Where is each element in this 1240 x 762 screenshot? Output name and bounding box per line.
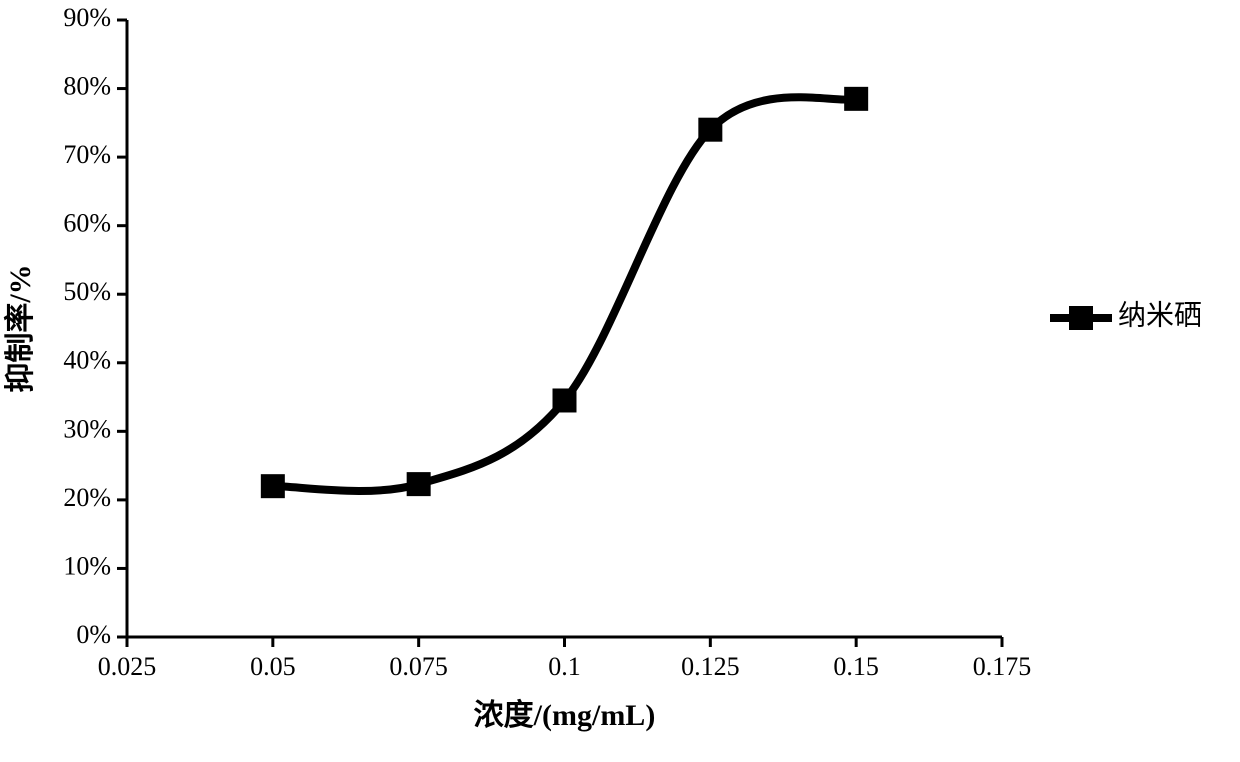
series-marker xyxy=(261,474,285,498)
y-tick-label: 10% xyxy=(63,551,111,580)
y-tick-label: 60% xyxy=(63,209,111,238)
x-axis-title: 浓度/(mg/mL) xyxy=(474,699,656,732)
legend-marker xyxy=(1069,306,1093,330)
series-marker xyxy=(407,472,431,496)
series-marker xyxy=(844,87,868,111)
series-line xyxy=(273,97,856,491)
x-tick-label: 0.025 xyxy=(98,652,157,681)
chart-container: 0% 10% 20% 30% 40% 50% 60% 70% 80% 90% 0.025 0.05 0.… xyxy=(0,0,1240,762)
y-tick-label: 90% xyxy=(63,3,111,32)
chart-svg: 0% 10% 20% 30% 40% 50% 60% 70% 80% 90% 0.025 0.05 0.… xyxy=(0,0,1240,762)
y-tick-label: 40% xyxy=(63,346,111,375)
series-marker xyxy=(553,388,577,412)
x-tick-label: 0.075 xyxy=(389,652,448,681)
y-tick-label: 50% xyxy=(63,277,111,306)
y-axis-title: 抑制率/% xyxy=(4,264,37,392)
x-tick-label: 0.175 xyxy=(973,652,1032,681)
y-tick-label: 70% xyxy=(63,140,111,169)
x-tick-label: 0.125 xyxy=(681,652,740,681)
x-tick-label: 0.15 xyxy=(833,652,879,681)
legend-label: 纳米硒 xyxy=(1118,299,1202,331)
y-tick-label: 30% xyxy=(63,414,111,443)
y-tick-label: 20% xyxy=(63,483,111,512)
series-marker xyxy=(698,118,722,142)
y-tick-label: 0% xyxy=(76,620,111,649)
x-tick-label: 0.1 xyxy=(548,652,581,681)
y-tick-label: 80% xyxy=(63,72,111,101)
x-tick-label: 0.05 xyxy=(250,652,296,681)
